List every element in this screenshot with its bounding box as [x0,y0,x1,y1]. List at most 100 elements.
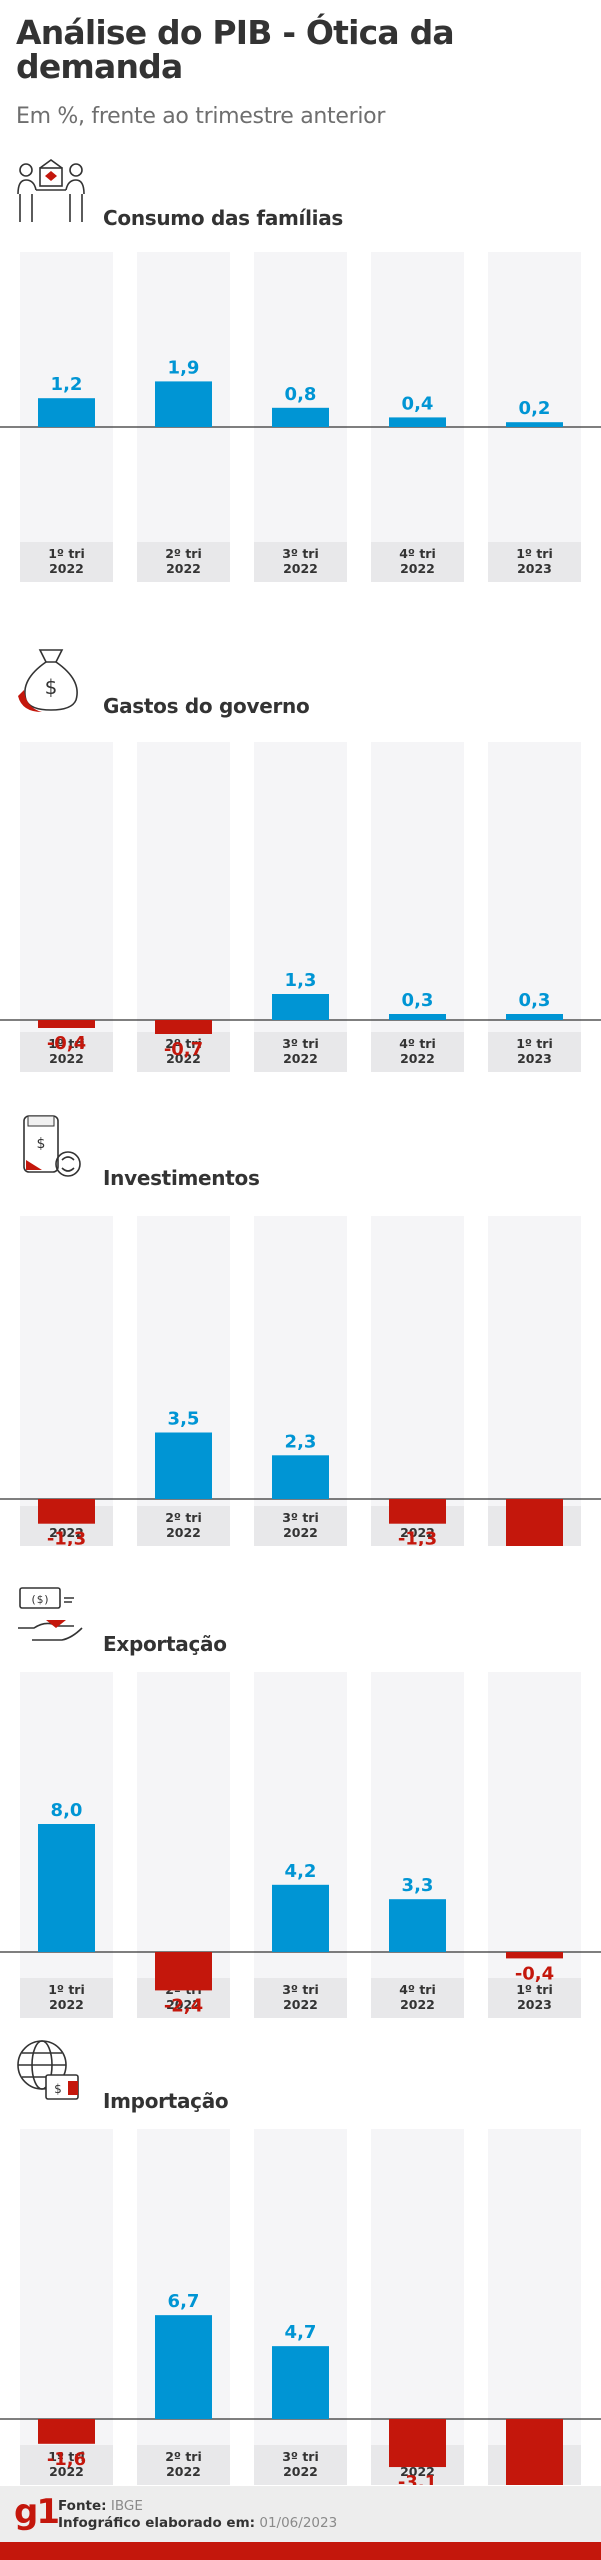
column-background [137,742,230,1072]
bar [155,381,212,427]
bar [272,1884,329,1952]
bar [155,2315,212,2419]
bar [38,2419,95,2444]
tick-label-background [254,542,347,582]
tick-label-background [488,1978,581,2018]
tick-label: 1º tri [48,1982,85,1997]
tick-label: 2022 [166,2464,201,2479]
bar [506,2419,563,2485]
data-label: -0,4 [515,1963,554,1984]
tick-label: 1º tri [516,546,553,561]
tick-label: 2022 [49,2464,84,2479]
chart-title: Consumo das famílias [103,206,344,230]
tick-label-background [371,542,464,582]
tick-label: 2022 [283,1525,318,1540]
tick-label-background [137,2445,230,2485]
tick-label: 4º tri [399,1036,436,1051]
tick-label-background [20,1978,113,2018]
bar [272,1455,329,1499]
tick-label: 4º tri [399,1982,436,1997]
svg-text:$: $ [37,1136,46,1152]
bar [272,2346,329,2419]
footer [0,2486,601,2542]
bar [389,1014,446,1020]
tick-label: 1º tri [48,1036,85,1051]
tick-label: 2022 [166,1997,201,2012]
bar [389,1899,446,1952]
data-label: 1,2 [51,374,83,395]
tick-label: 2022 [283,1051,318,1066]
column-background [137,2129,230,2485]
page-title: Análise do PIB - Ótica da demanda [16,13,455,86]
bar [38,398,95,427]
bar [389,417,446,427]
tick-label: 2022 [49,1051,84,1066]
tick-label-background [488,542,581,582]
column-background [254,742,347,1072]
tick-label-background [20,542,113,582]
source-value: IBGE [110,2498,143,2514]
data-label: 3,3 [402,1875,434,1896]
bar [155,1020,212,1034]
tick-label: 1º tri [516,1982,553,1997]
tick-label: 2022 [166,1051,201,1066]
tick-label: 2022 [49,1997,84,2012]
tick-label: 2022 [49,1525,84,1540]
tick-label-background [254,2445,347,2485]
tick-label: 3º tri [282,546,319,561]
page-subtitle: Em %, frente ao trimestre anterior [16,104,386,129]
tick-label: 1º tri [48,2449,85,2464]
tick-label: 3º tri [282,1510,319,1525]
hand-money-icon: ($) [18,1587,83,1641]
data-label: 6,7 [168,2291,200,2312]
column-background [488,1672,581,2018]
bar [272,407,329,427]
tick-label: 3º tri [282,1036,319,1051]
svg-text:$: $ [54,2082,62,2096]
bar [38,1020,95,1028]
tick-label: 2º tri [165,1036,202,1051]
footer-source: Fonte: IBGE Infográfico elaborado em: 01… [58,2498,337,2532]
column-background [254,1672,347,2018]
data-label: -3,1 [398,2472,437,2485]
column-background [488,742,581,1072]
bar [155,1952,212,1991]
tick-label: 2022 [283,1997,318,2012]
chart-title: Investimentos [103,1166,260,1190]
column-background [488,252,581,582]
tick-label: 3º tri [282,1982,319,1997]
tick-label: 2º tri [165,2449,202,2464]
tick-label-background [137,1032,230,1072]
svg-text:($): ($) [30,1593,50,1606]
bar [38,1499,95,1524]
column-background [20,1216,113,1546]
data-label: 8,0 [51,1800,83,1821]
tick-label-background [137,542,230,582]
made-value: 01/06/2023 [259,2515,338,2531]
data-label: 2,3 [285,1431,317,1452]
column-background [254,2129,347,2485]
data-label: 4,2 [285,1861,317,1882]
data-label: -1,3 [398,1529,437,1546]
tick-label: 2023 [517,561,552,576]
money-bag-icon: $ [18,649,78,712]
data-label: 1,3 [285,970,317,991]
data-label: 0,8 [285,384,317,405]
phone-exchange-icon: $ [23,1115,81,1177]
family-box-icon [17,159,85,222]
tick-label: 2022 [400,1997,435,2012]
column-background [371,1216,464,1546]
bar [272,994,329,1020]
tick-label: 2022 [166,561,201,576]
bar [38,1824,95,1952]
tick-label: 2022 [166,1525,201,1540]
tick-label: 2º tri [165,1510,202,1525]
data-label: 3,5 [168,1409,200,1430]
svg-text:$: $ [45,675,58,699]
bar [506,422,563,427]
column-background [371,1672,464,2018]
bar [155,1432,212,1499]
data-label: -1,3 [47,1529,86,1546]
